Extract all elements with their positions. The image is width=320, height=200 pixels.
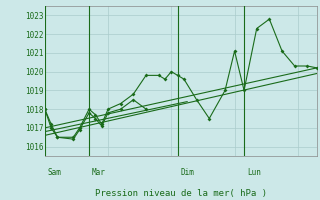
Text: Pression niveau de la mer( hPa ): Pression niveau de la mer( hPa ) <box>95 189 267 198</box>
Text: Sam: Sam <box>48 168 61 177</box>
Text: Dim: Dim <box>180 168 194 177</box>
Text: Mar: Mar <box>92 168 106 177</box>
Text: Lun: Lun <box>247 168 261 177</box>
